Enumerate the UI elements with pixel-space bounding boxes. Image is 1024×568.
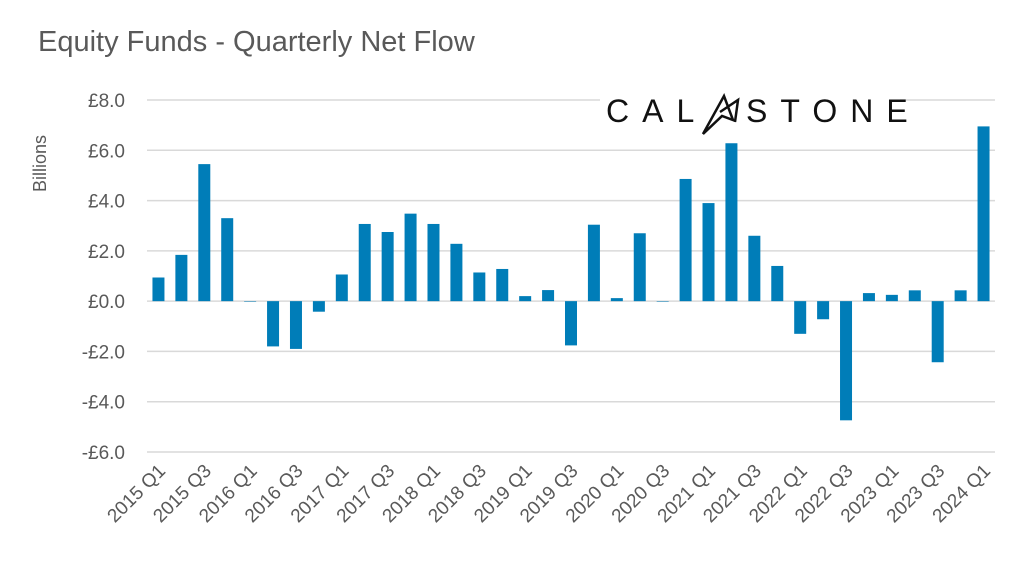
bar-2020-q3 <box>656 301 669 302</box>
svg-text:STONE: STONE <box>746 93 921 129</box>
bar-2023-q1 <box>885 294 898 302</box>
bar-2016-q4 <box>312 301 325 312</box>
y-tick-label: £8.0 <box>88 91 125 112</box>
bar-2015-q4 <box>221 218 234 302</box>
bar-2017-q1 <box>335 274 348 302</box>
bar-2019-q4 <box>587 224 600 302</box>
bar-2020-q2 <box>633 233 646 302</box>
svg-text:CAL: CAL <box>606 93 707 129</box>
bar-2024-q1 <box>977 126 990 302</box>
bar-2016-q3 <box>289 301 302 349</box>
bar-2021-q3 <box>748 235 761 302</box>
y-tick-label: £2.0 <box>88 242 125 263</box>
bar-2015-q1 <box>152 277 165 302</box>
bar-2017-q2 <box>358 223 371 302</box>
bar-2021-q2 <box>725 143 738 302</box>
bar-2021-q4 <box>771 265 784 302</box>
bar-2018-q3 <box>473 272 486 302</box>
bar-2020-q4 <box>679 178 692 302</box>
bar-2019-q2 <box>542 290 555 302</box>
y-tick-label: £6.0 <box>88 141 125 162</box>
bar-2015-q3 <box>198 164 211 302</box>
y-tick-label: £4.0 <box>88 192 125 213</box>
bar-2020-q1 <box>610 298 623 302</box>
y-tick-label: -£2.0 <box>82 342 125 363</box>
bar-2022-q3 <box>840 301 853 421</box>
y-tick-label: £0.0 <box>88 292 125 313</box>
bar-2018-q2 <box>450 243 463 302</box>
bar-2023-q4 <box>954 290 967 302</box>
bar-2023-q3 <box>931 301 944 363</box>
bar-2016-q1 <box>244 301 257 302</box>
bar-2021-q1 <box>702 203 715 302</box>
bar-2022-q2 <box>817 301 830 320</box>
bar-2017-q4 <box>404 213 417 302</box>
bar-2015-q2 <box>175 254 188 302</box>
bar-2017-q3 <box>381 232 394 302</box>
bar-2022-q1 <box>794 301 807 334</box>
bar-2019-q3 <box>565 301 577 346</box>
bar-2018-q1 <box>427 223 440 302</box>
bar-2019-q1 <box>519 296 532 302</box>
bar-2016-q2 <box>267 301 280 347</box>
bar-2023-q2 <box>908 290 921 302</box>
chart-title: Equity Funds - Quarterly Net Flow <box>38 26 475 58</box>
y-tick-label: -£4.0 <box>82 393 125 414</box>
bar-2018-q4 <box>496 268 509 302</box>
bar-2022-q4 <box>862 293 875 302</box>
y-tick-label: -£6.0 <box>82 443 125 464</box>
